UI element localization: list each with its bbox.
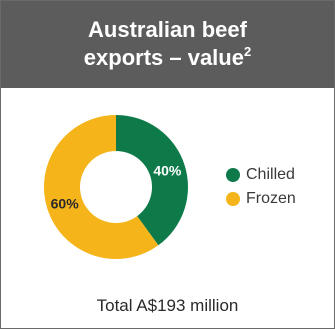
donut-slice-labels: 40% 60%: [51, 162, 182, 211]
legend-swatch-chilled: [226, 168, 240, 182]
legend-label-chilled: Chilled: [246, 166, 295, 183]
data-label-frozen: 60%: [51, 196, 80, 212]
legend-item-frozen: Frozen: [226, 187, 296, 211]
donut-chart: 40% 60%: [44, 115, 189, 259]
legend-label-frozen: Frozen: [246, 190, 296, 207]
chart-title-line-2: exports – value2: [1, 44, 334, 72]
legend-item-chilled: Chilled: [226, 163, 296, 187]
chart-legend: Chilled Frozen: [226, 163, 296, 211]
legend-swatch-frozen: [226, 192, 240, 206]
chart-title: Australian beef exports – value2: [1, 1, 334, 88]
donut-slice-frozen: [44, 115, 159, 259]
donut-slices: [44, 115, 189, 259]
total-value-label: Total A$193 million: [96, 296, 239, 315]
donut-slice-chilled: [116, 115, 189, 246]
footnote-marker: 2: [243, 43, 252, 59]
chart-title-line-1: Australian beef: [88, 17, 247, 42]
chart-title-line-2-text: exports – value: [83, 45, 244, 70]
data-label-chilled: 40%: [153, 162, 182, 178]
